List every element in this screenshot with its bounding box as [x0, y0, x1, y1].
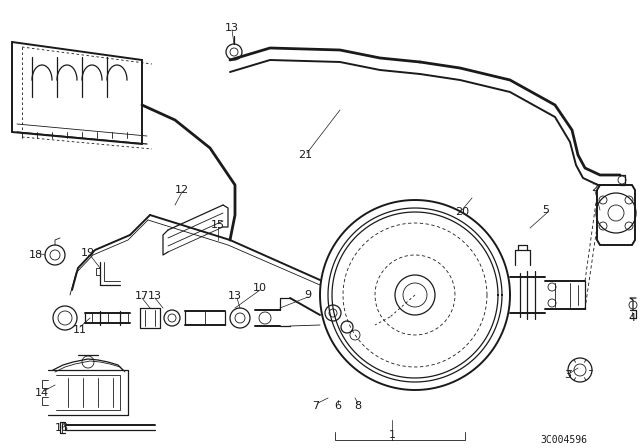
Text: 3: 3 — [564, 370, 572, 380]
Text: 3C004596: 3C004596 — [540, 435, 587, 445]
Text: 18: 18 — [29, 250, 43, 260]
Text: 12: 12 — [175, 185, 189, 195]
Text: 6: 6 — [335, 401, 342, 411]
Text: 20: 20 — [455, 207, 469, 217]
Text: 7: 7 — [312, 401, 319, 411]
Text: 17: 17 — [135, 291, 149, 301]
Text: 13: 13 — [148, 291, 162, 301]
Text: 21: 21 — [298, 150, 312, 160]
Text: 5: 5 — [543, 205, 550, 215]
Text: 11: 11 — [73, 325, 87, 335]
Text: 15: 15 — [211, 220, 225, 230]
Text: 4: 4 — [628, 313, 636, 323]
Text: 19: 19 — [81, 248, 95, 258]
Text: 9: 9 — [305, 290, 312, 300]
Text: 2: 2 — [591, 183, 598, 193]
Text: 1: 1 — [388, 430, 396, 440]
Text: 14: 14 — [35, 388, 49, 398]
Text: 10: 10 — [253, 283, 267, 293]
Text: 13: 13 — [228, 291, 242, 301]
Text: 13: 13 — [225, 23, 239, 33]
Text: 8: 8 — [355, 401, 362, 411]
Text: 16: 16 — [55, 423, 69, 433]
